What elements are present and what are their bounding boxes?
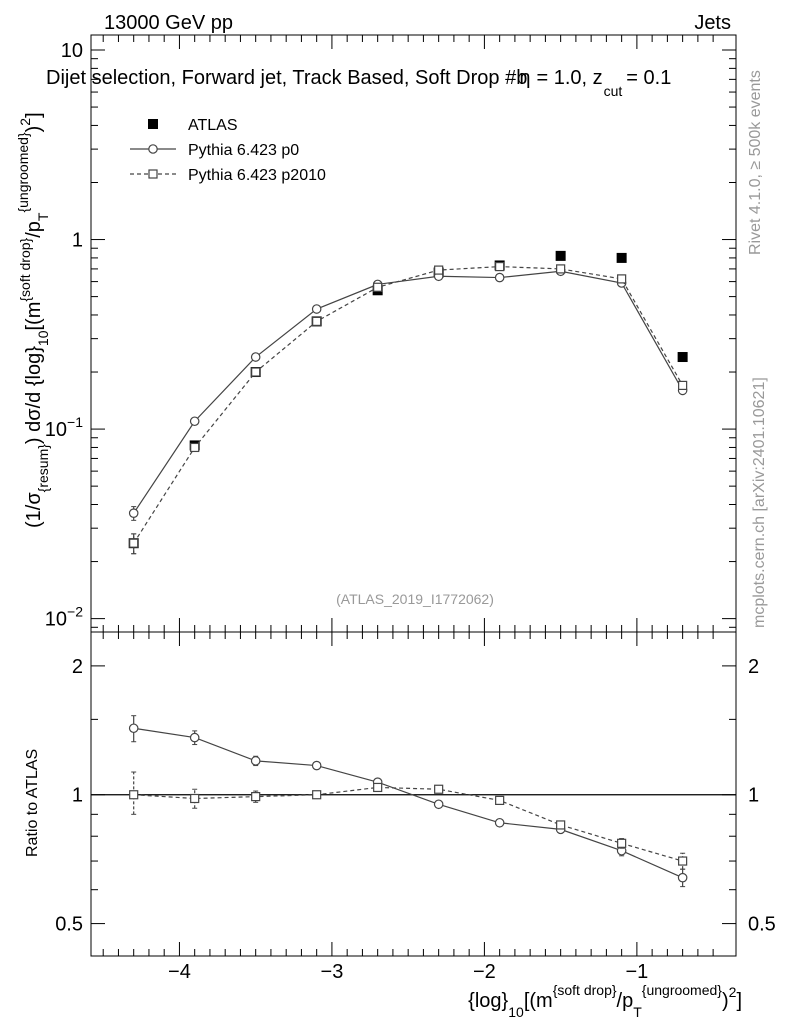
main-point (434, 265, 444, 275)
title-end: = 0.1 (626, 67, 671, 89)
ratio-point (617, 838, 627, 848)
main-ytick-label: 10−2 (45, 604, 83, 631)
ratio-point (128, 723, 139, 734)
legend-label: Pythia 6.423 p0 (188, 142, 299, 159)
legend-label: ATLAS (188, 117, 238, 134)
ratio-axis-ticks: −4 −3 −2 −1 0.5 0.5 1 1 2 2 (55, 618, 776, 983)
rivet-version-label: Rivet 4.1.0, ≥ 500k events (747, 70, 764, 255)
process-label: Jets (694, 12, 731, 34)
ratio-point (250, 756, 261, 766)
main-point (312, 316, 322, 326)
analysis-watermark: (ATLAS_2019_I1772062) (336, 591, 494, 607)
main-point (251, 367, 261, 377)
main-ytick-base: 10 (45, 609, 67, 631)
ratio-ytick-label-right: 1 (748, 785, 759, 807)
ratio-line-1 (133, 786, 683, 862)
ratio-point (251, 792, 261, 802)
main-point (190, 442, 200, 453)
main-point (616, 252, 627, 263)
ratio-ytick-label-right: 0.5 (748, 914, 776, 936)
ratio-point (189, 732, 200, 743)
main-point (189, 416, 200, 427)
legend-marker (148, 169, 158, 179)
main-point (494, 272, 505, 283)
ratio-point (677, 872, 688, 883)
main-point (678, 380, 688, 391)
legend-marker (148, 119, 158, 129)
title-tail: = 1.0, z (536, 67, 602, 89)
ratio-point (494, 817, 505, 828)
ratio-plot-frame (90, 631, 737, 957)
main-point (556, 264, 566, 274)
main-ytick-label: 1 (72, 230, 83, 252)
main-point (129, 538, 139, 548)
main-series-group (128, 250, 688, 555)
ratio-point (190, 793, 200, 804)
title-sub: cut (604, 83, 623, 99)
mcplots-label: mcplots.cern.ch [arXiv:2401.10621] (751, 377, 768, 628)
main-point (555, 250, 566, 261)
main-point (250, 352, 261, 362)
legend-marker (148, 144, 158, 154)
legend: ATLAS Pythia 6.423 p0 Pythia 6.423 p2010 (130, 117, 326, 184)
main-ytick-label: 10−1 (45, 414, 83, 441)
xtick-label: −1 (625, 961, 648, 983)
ratio-point (434, 784, 444, 794)
ratio-ytick-label-right: 2 (748, 656, 759, 678)
main-ytick-base: 10 (61, 40, 83, 62)
energy-label: 13000 GeV pp (104, 12, 233, 34)
main-ytick-exp: −1 (67, 414, 83, 430)
ratio-point (433, 799, 444, 810)
main-point (128, 508, 139, 518)
main-ytick-exp: −2 (67, 604, 83, 620)
legend-label: Pythia 6.423 p2010 (188, 167, 326, 184)
ratio-ytick-label-left: 0.5 (55, 914, 83, 936)
main-ytick-base: 1 (72, 230, 83, 252)
title-main: Dijet selection, Forward jet, Track Base… (46, 67, 527, 89)
main-point (617, 274, 627, 284)
xtick-label: −2 (473, 961, 496, 983)
ratio-point (495, 795, 505, 806)
main-line-1 (133, 270, 684, 514)
main-point (495, 261, 505, 272)
ratio-ytick-label-left: 1 (72, 785, 83, 807)
xtick-label: −4 (168, 961, 191, 983)
main-ylabel: (1/σ{resum}) dσ/d {log}10[(m{soft drop}/… (15, 112, 51, 528)
ratio-point (678, 856, 688, 866)
ratio-series-group (128, 715, 688, 888)
ratio-point (312, 790, 322, 800)
xlabel: {log}10[(m{soft drop}/pT{ungroomed})2] (468, 982, 742, 1020)
main-point (373, 282, 383, 292)
ratio-line-0 (133, 727, 683, 879)
main-ytick-label: 10 (61, 40, 83, 62)
main-line-2 (133, 265, 684, 544)
main-ytick-base: 10 (45, 419, 67, 441)
ratio-point (129, 790, 139, 800)
ratio-point (373, 782, 383, 793)
ratio-point (556, 820, 566, 830)
ratio-ylabel: Ratio to ATLAS (24, 749, 41, 857)
plot-title: Dijet selection, Forward jet, Track Base… (46, 67, 671, 99)
ratio-ytick-label-left: 2 (72, 656, 83, 678)
ratio-point (311, 760, 322, 771)
xtick-label: −3 (321, 961, 344, 983)
main-point (677, 352, 688, 363)
main-point (311, 304, 322, 314)
title-beta: η (519, 67, 530, 89)
